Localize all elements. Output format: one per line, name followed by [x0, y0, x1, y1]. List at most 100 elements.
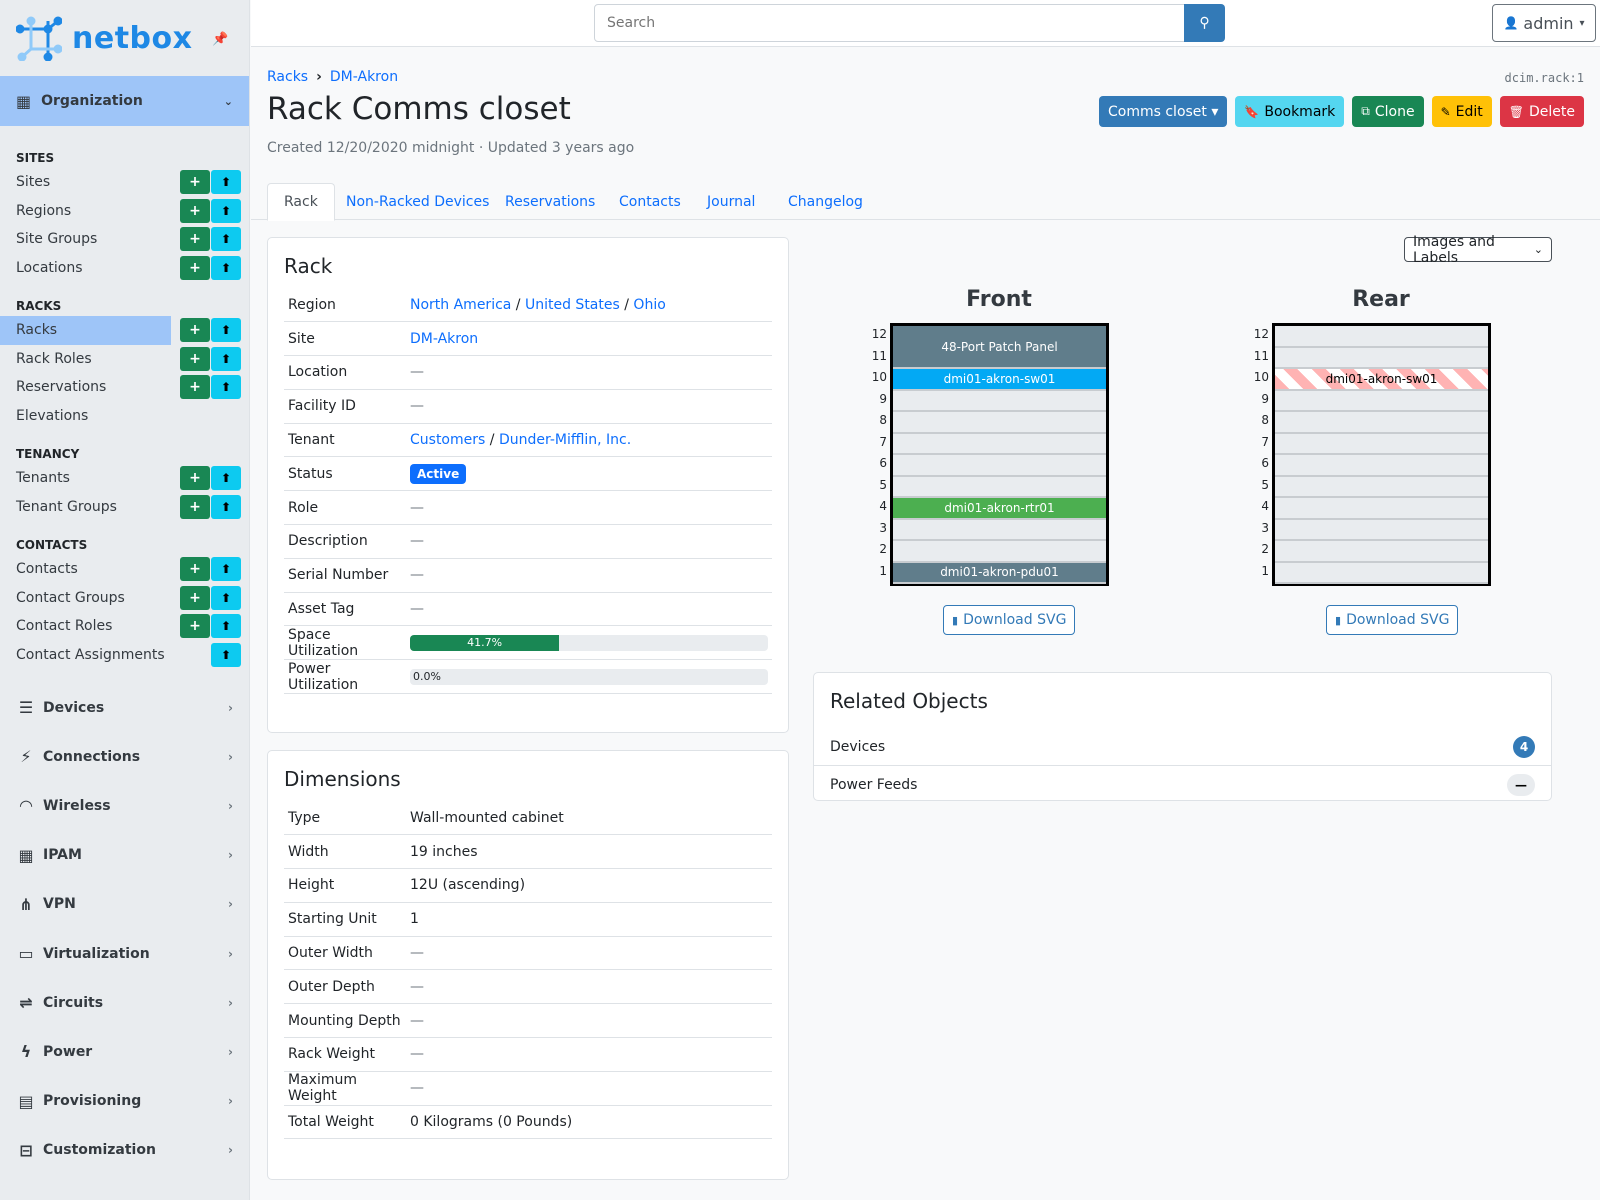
import-button[interactable]: ⬆	[211, 642, 241, 667]
sidebar-item-elevations[interactable]: Elevations	[0, 402, 249, 431]
rack-unit-slot[interactable]	[1275, 520, 1488, 541]
rack-unit-slot[interactable]	[1275, 477, 1488, 498]
rack-unit-slot[interactable]	[893, 412, 1106, 434]
rack-unit-slot[interactable]	[1275, 326, 1488, 348]
tab-journal[interactable]: Journal	[707, 193, 756, 210]
pin-icon[interactable]: 📌	[212, 32, 229, 47]
import-button[interactable]: ⬆	[211, 170, 241, 194]
nav-group-vpn[interactable]: ⋔ VPN ›	[0, 880, 249, 929]
rack-unit-slot[interactable]	[1275, 348, 1488, 369]
nav-group-virtualization[interactable]: ▭ Virtualization ›	[0, 929, 249, 978]
rack-unit-slot[interactable]	[893, 434, 1106, 455]
rack-device[interactable]: 48-Port Patch Panel	[893, 326, 1106, 369]
add-button[interactable]: +	[180, 585, 210, 610]
add-button[interactable]: +	[180, 346, 210, 371]
rear-download-svg-button[interactable]: ▮ Download SVG	[1326, 605, 1459, 635]
sidebar-item-sites[interactable]: Sites + ⬆	[0, 168, 249, 197]
value-link[interactable]: Customers	[410, 432, 486, 449]
sidebar-item-locations[interactable]: Locations + ⬆	[0, 254, 249, 283]
nav-group-power[interactable]: ϟ Power ›	[0, 1027, 249, 1076]
add-button[interactable]: +	[180, 255, 210, 280]
clone-button[interactable]: ⧉ Clone	[1352, 96, 1424, 127]
rack-unit-slot[interactable]	[1275, 563, 1488, 584]
related-power-feeds[interactable]: Power Feeds —	[814, 766, 1551, 803]
sidebar-item-rack-roles[interactable]: Rack Roles + ⬆	[0, 345, 249, 374]
nav-group-ipam[interactable]: ▦ IPAM ›	[0, 831, 249, 880]
bookmark-button[interactable]: 🔖 Bookmark	[1235, 96, 1345, 127]
import-button[interactable]: ⬆	[211, 614, 241, 638]
sidebar-item-racks[interactable]: Racks + ⬆	[0, 316, 241, 345]
import-button[interactable]: ⬆	[211, 255, 241, 280]
tab-contacts[interactable]: Contacts	[619, 193, 681, 210]
value-link[interactable]: United States	[524, 296, 620, 313]
sidebar-item-contacts[interactable]: Contacts + ⬆	[0, 555, 249, 584]
add-button[interactable]: +	[180, 318, 210, 342]
tab-changelog[interactable]: Changelog	[788, 193, 863, 210]
rack-unit-slot[interactable]	[1275, 412, 1488, 434]
rack-unit-slot[interactable]	[1275, 498, 1488, 520]
nav-group-circuits[interactable]: ⇌ Circuits ›	[0, 978, 249, 1027]
nav-group-connections[interactable]: ⚡ Connections ›	[0, 732, 249, 781]
rack-device[interactable]: dmi01-akron-sw01	[1275, 369, 1488, 391]
search-button[interactable]: ⚲	[1184, 4, 1225, 42]
nav-group-wireless[interactable]: ◠ Wireless ›	[0, 781, 249, 830]
rack-device[interactable]: dmi01-akron-rtr01	[893, 498, 1106, 520]
breadcrumb-racks[interactable]: Racks	[267, 69, 309, 85]
value-link[interactable]: North America	[410, 296, 512, 313]
add-button[interactable]: +	[180, 198, 210, 223]
add-button[interactable]: +	[180, 170, 210, 194]
add-button[interactable]: +	[180, 614, 210, 638]
delete-button[interactable]: 🗑 Delete	[1499, 96, 1584, 127]
rack-unit-slot[interactable]	[893, 455, 1106, 477]
rack-device[interactable]: dmi01-akron-pdu01	[893, 562, 1106, 584]
rack-unit-slot[interactable]	[893, 520, 1106, 541]
logo[interactable]: netbox 📌	[0, 0, 249, 76]
import-button[interactable]: ⬆	[211, 557, 241, 581]
add-button[interactable]: +	[180, 557, 210, 581]
sidebar-item-contact-groups[interactable]: Contact Groups + ⬆	[0, 584, 249, 613]
rack-unit-slot[interactable]	[893, 477, 1106, 498]
rack-device[interactable]: dmi01-akron-sw01	[893, 369, 1106, 391]
import-button[interactable]: ⬆	[211, 375, 241, 399]
add-button[interactable]: +	[180, 466, 210, 490]
sidebar-item-contact-assignments[interactable]: Contact Assignments ⬆	[0, 641, 249, 670]
rack-unit-slot[interactable]	[893, 541, 1106, 563]
rack-unit-slot[interactable]	[1275, 541, 1488, 563]
rack-unit-slot[interactable]	[1275, 391, 1488, 412]
rack-unit-slot[interactable]	[1275, 455, 1488, 477]
related-devices[interactable]: Devices 4	[814, 729, 1551, 766]
import-button[interactable]: ⬆	[211, 494, 241, 519]
sidebar-item-regions[interactable]: Regions + ⬆	[0, 197, 249, 226]
edit-button[interactable]: ✎ Edit	[1431, 96, 1492, 127]
sidebar-item-site-groups[interactable]: Site Groups + ⬆	[0, 225, 249, 254]
nav-group-organization[interactable]: ▦ Organization ⌄	[0, 76, 249, 126]
import-button[interactable]: ⬆	[211, 318, 241, 342]
add-button[interactable]: +	[180, 375, 210, 399]
nav-group-customization[interactable]: ⊟ Customization ›	[0, 1126, 249, 1175]
tab-rack[interactable]: Rack	[267, 183, 335, 221]
search-input[interactable]	[594, 4, 1185, 42]
value-link[interactable]: DM-Akron	[410, 330, 479, 347]
front-download-svg-button[interactable]: ▮ Download SVG	[943, 605, 1076, 635]
breadcrumb-site[interactable]: DM-Akron	[329, 69, 399, 85]
rack-nav-dropdown[interactable]: Comms closet ▾	[1099, 96, 1228, 127]
import-button[interactable]: ⬆	[211, 198, 241, 223]
sidebar-item-reservations[interactable]: Reservations + ⬆	[0, 373, 249, 402]
sidebar-item-tenants[interactable]: Tenants + ⬆	[0, 464, 249, 493]
import-button[interactable]: ⬆	[211, 346, 241, 371]
value-link[interactable]: Dunder-Mifflin, Inc.	[498, 432, 632, 449]
add-button[interactable]: +	[180, 494, 210, 519]
rack-unit-slot[interactable]	[1275, 434, 1488, 455]
nav-group-provisioning[interactable]: ▤ Provisioning ›	[0, 1077, 249, 1126]
import-button[interactable]: ⬆	[211, 227, 241, 251]
user-menu-button[interactable]: 👤 admin ▾	[1492, 4, 1596, 42]
value-link[interactable]: Ohio	[633, 296, 666, 313]
add-button[interactable]: +	[180, 227, 210, 251]
sidebar-item-tenant-groups[interactable]: Tenant Groups + ⬆	[0, 493, 249, 522]
import-button[interactable]: ⬆	[211, 585, 241, 610]
sidebar-item-contact-roles[interactable]: Contact Roles + ⬆	[0, 612, 249, 641]
elevation-view-select[interactable]: Images and Labels ⌄	[1404, 234, 1552, 266]
rack-unit-slot[interactable]	[893, 391, 1106, 412]
tab-reservations[interactable]: Reservations	[505, 193, 596, 210]
tab-non-racked-devices[interactable]: Non-Racked Devices	[346, 193, 490, 210]
